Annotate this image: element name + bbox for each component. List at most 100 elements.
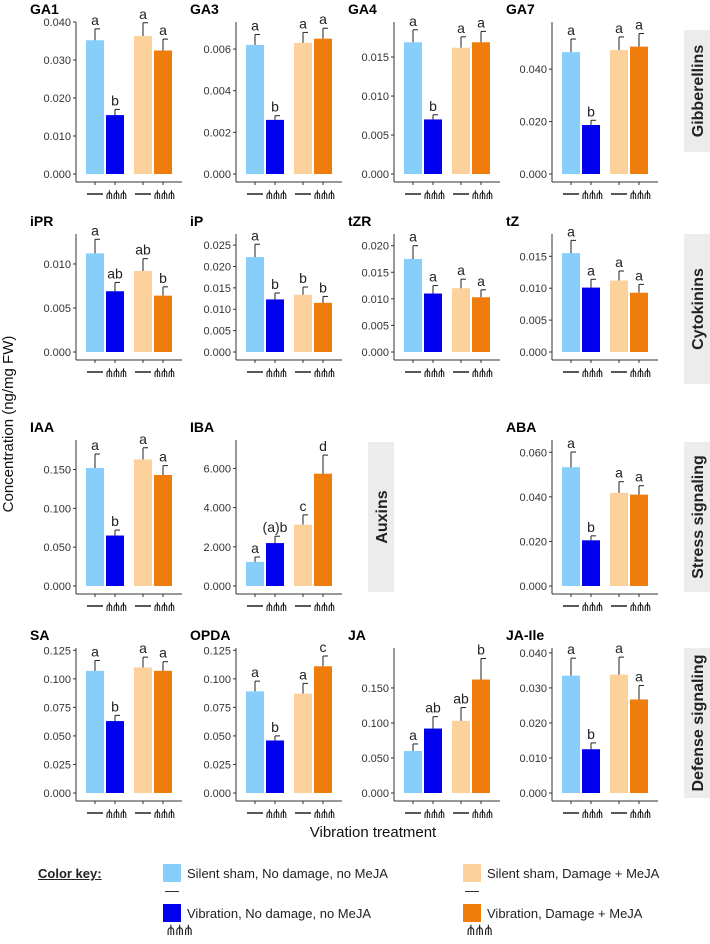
panel-aba-bar-1 <box>562 467 580 586</box>
panel-tzr-bar-2 <box>424 293 442 352</box>
panel-sa-letter-1: a <box>91 644 99 660</box>
panel-iba-bar-3 <box>294 524 312 586</box>
panel-aba-bar-2 <box>582 540 600 586</box>
panel-iba-letter-2: (a)b <box>263 519 288 535</box>
strip-auxins: Auxins <box>368 442 394 592</box>
panel-ipr-xtick-vibration-symbol: ⋔⋔⋔ <box>152 366 174 380</box>
panel-ja-ile-ytick-label: 0.000 <box>519 788 547 800</box>
panel-tzr-ytick-label: 0.000 <box>361 347 389 359</box>
panel-iba-ytick-label: 4.000 <box>203 503 231 515</box>
panel-ip-ytick-label: 0.025 <box>203 240 231 252</box>
panel-tzr-ytick-label: 0.015 <box>361 267 389 279</box>
panel-iaa-letter-4: a <box>159 449 167 465</box>
panel-ja-ile-letter-2: b <box>587 726 595 742</box>
panel-sa-bar-1 <box>86 670 104 793</box>
panel-iba-xtick-vibration-symbol: ⋔⋔⋔ <box>312 600 334 614</box>
panel-ga4-bar-4 <box>472 42 490 175</box>
panel-ga7-xtick-vibration-symbol: ⋔⋔⋔ <box>628 188 650 202</box>
panel-opda-ytick-label: 0.075 <box>203 702 231 714</box>
color-key-heading: Color key: <box>38 866 102 881</box>
panel-ga7-ytick-label: 0.000 <box>519 169 547 181</box>
panel-tzr-letter-2: a <box>429 269 437 285</box>
panel-ja-ile-ytick-label: 0.040 <box>519 648 547 660</box>
panel-opda-xtick-vibration-symbol: ⋔⋔⋔ <box>312 807 334 821</box>
strip-cytokinins-bg <box>684 234 710 384</box>
panel-ip-ytick-label: 0.005 <box>203 326 231 338</box>
panel-ga1-ytick-label: 0.000 <box>43 169 71 181</box>
panel-ja-ile: JA-Ile 0.000 0.010 0.020 0.030 0.040 ⋔⋔⋔ ⋔⋔⋔ a b a… <box>506 627 658 821</box>
panel-opda-title: OPDA <box>190 627 230 643</box>
panel-opda-ytick-label: 0.025 <box>203 759 231 771</box>
panel-ga1-ytick-label: 0.020 <box>43 93 71 105</box>
key-item-silent-damage: Silent sham, Damage + MeJA <box>463 864 659 882</box>
panel-ip-bar-1 <box>246 257 264 352</box>
panel-ga3-xtick-vibration-symbol: ⋔⋔⋔ <box>264 188 286 202</box>
panel-ga4-ytick-label: 0.015 <box>361 52 389 64</box>
panel-ga3-bar-1 <box>246 44 264 174</box>
panel-tz-letter-3: a <box>615 254 623 270</box>
panel-tzr-ytick-label: 0.010 <box>361 294 389 306</box>
panel-tzr-bar-4 <box>472 297 490 352</box>
panel-aba-letter-4: a <box>635 469 643 485</box>
strip-stress-label: Stress signaling <box>690 455 707 579</box>
panel-ipr-letter-3: ab <box>135 242 151 258</box>
panel-iba-ytick-label: 6.000 <box>203 463 231 475</box>
panel-tzr-letter-1: a <box>409 229 417 245</box>
panel-ga1-xtick-vibration-symbol: ⋔⋔⋔ <box>104 188 126 202</box>
panel-ipr-title: iPR <box>30 213 53 229</box>
panel-tz-title: tZ <box>506 213 520 229</box>
panel-ip-xtick-vibration-symbol: ⋔⋔⋔ <box>312 366 334 380</box>
panel-iba-ytick-label: 0.000 <box>203 581 231 593</box>
panel-ga7-letter-4: a <box>635 17 643 33</box>
panel-ga3-bar-3 <box>294 42 312 175</box>
panel-opda-bar-1 <box>246 691 264 793</box>
panel-ga4-letter-3: a <box>457 20 465 36</box>
panel-ga4-letter-2: b <box>429 98 437 114</box>
panel-sa: SA 0.000 0.025 0.050 0.075 0.100 0.125 ⋔⋔⋔ ⋔⋔⋔ a b… <box>30 627 182 821</box>
panel-opda-bar-2 <box>266 740 284 793</box>
panel-iaa-letter-3: a <box>139 431 147 447</box>
panel-opda-letter-4: c <box>320 639 327 655</box>
panel-ga3-ytick-label: 0.004 <box>203 86 231 98</box>
panel-ga3-xtick-vibration-symbol: ⋔⋔⋔ <box>312 188 334 202</box>
panel-sa-ytick-label: 0.025 <box>43 759 71 771</box>
panel-ga4-letter-4: a <box>477 14 485 30</box>
panel-iaa-bar-2 <box>106 535 124 586</box>
panel-ga7-xtick-vibration-symbol: ⋔⋔⋔ <box>580 188 602 202</box>
panel-ja-bar-2 <box>424 728 442 793</box>
panel-tzr-bar-3 <box>452 288 470 352</box>
panel-ga3-bar-2 <box>266 119 284 174</box>
key-label-silent-no-damage: Silent sham, No damage, no MeJA <box>187 865 388 881</box>
panel-iba: IBA 0.000 2.000 4.000 6.000 ⋔⋔⋔ ⋔⋔⋔ a(a)b c d <box>190 419 342 614</box>
key-label-vibration-no-damage: Vibration, No damage, no MeJA <box>187 905 372 921</box>
panel-opda-ytick-label: 0.125 <box>203 645 231 657</box>
panel-iaa-bar-4 <box>154 474 172 586</box>
panel-opda-bar-4 <box>314 666 332 793</box>
panel-iba-bar-1 <box>246 561 264 586</box>
panel-iba-letter-4: d <box>319 438 327 454</box>
panel-ipr-letter-4: b <box>159 270 167 286</box>
panel-ga7-bar-4 <box>630 46 648 174</box>
panel-tzr-xtick-vibration-symbol: ⋔⋔⋔ <box>422 366 444 380</box>
panel-ip-ytick-label: 0.010 <box>203 304 231 316</box>
panel-ja-ytick-label: 0.150 <box>361 683 389 695</box>
panel-ipr-ytick-label: 0.010 <box>43 259 71 271</box>
strip-cytokinins-label: Cytokinins <box>690 268 707 350</box>
panel-ga3-letter-1: a <box>251 17 259 33</box>
strip-defense-bg <box>684 648 710 798</box>
panel-ga4-title: GA4 <box>348 1 377 17</box>
panel-tzr-letter-4: a <box>477 273 485 289</box>
panel-ja-ile-xtick-vibration-symbol: ⋔⋔⋔ <box>580 807 602 821</box>
panel-ipr-xtick-vibration-symbol: ⋔⋔⋔ <box>104 366 126 380</box>
panel-ga1-ytick-label: 0.040 <box>43 17 71 29</box>
panel-ga7-ytick-label: 0.020 <box>519 117 547 129</box>
panel-ipr-bar-4 <box>154 295 172 352</box>
panel-ja-letter-4: b <box>477 642 485 658</box>
panel-aba-bar-4 <box>630 494 648 586</box>
panel-ja-letter-3: ab <box>453 691 469 707</box>
panel-ja-xtick-vibration-symbol: ⋔⋔⋔ <box>422 807 444 821</box>
panel-ip: iP 0.000 0.005 0.010 0.015 0.020 0.025 ⋔⋔⋔ ⋔⋔⋔ a b… <box>190 213 342 380</box>
panel-ga3-letter-4: a <box>319 11 327 27</box>
panel-iba-letter-3: c <box>300 498 307 514</box>
